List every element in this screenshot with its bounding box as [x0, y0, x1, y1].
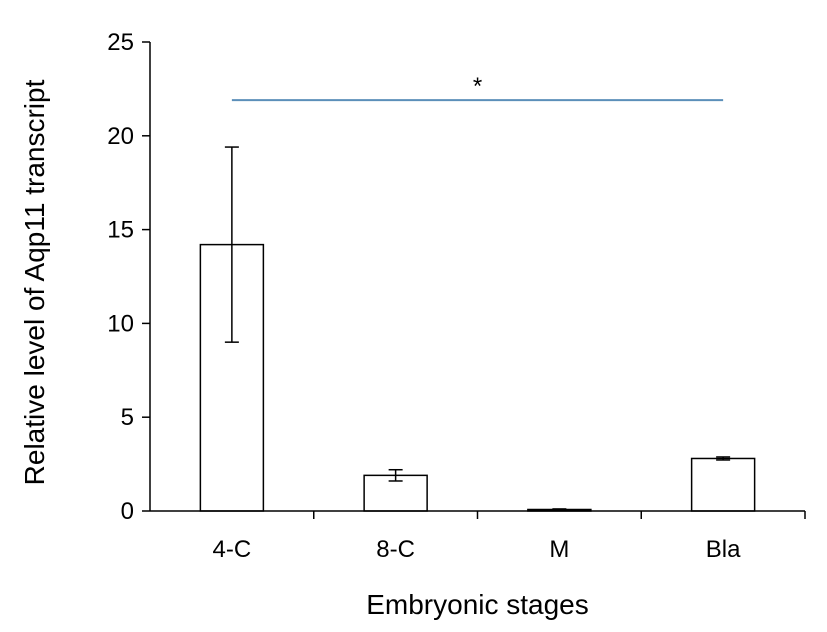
- error-bar: [388, 468, 403, 482]
- error-bars: [224, 146, 731, 511]
- x-tick-label: 8-C: [376, 536, 415, 563]
- error-bar: [224, 146, 239, 343]
- y-tick-label: 10: [107, 310, 134, 337]
- y-tick-label: 15: [107, 217, 134, 244]
- y-axis-title: Relative level of Aqp11 transcript: [19, 79, 50, 485]
- x-axis-ticks: 4-C 8-C M Bla: [213, 511, 806, 563]
- error-bar: [716, 456, 731, 461]
- x-axis-title: Embryonic stages: [366, 589, 589, 620]
- error-bar: [552, 508, 567, 511]
- y-axis-ticks: 0 5 10 15 20 25: [107, 29, 150, 525]
- y-tick-label: 20: [107, 123, 134, 150]
- significance-label: *: [473, 73, 482, 100]
- y-tick-label: 0: [121, 498, 134, 525]
- x-tick-label: Bla: [706, 536, 741, 563]
- y-tick-label: 25: [107, 29, 134, 56]
- bars: [199, 243, 756, 512]
- y-tick-label: 5: [121, 404, 134, 431]
- bar-bla: [690, 457, 756, 512]
- x-tick-label: M: [549, 536, 569, 563]
- x-tick-label: 4-C: [213, 536, 252, 563]
